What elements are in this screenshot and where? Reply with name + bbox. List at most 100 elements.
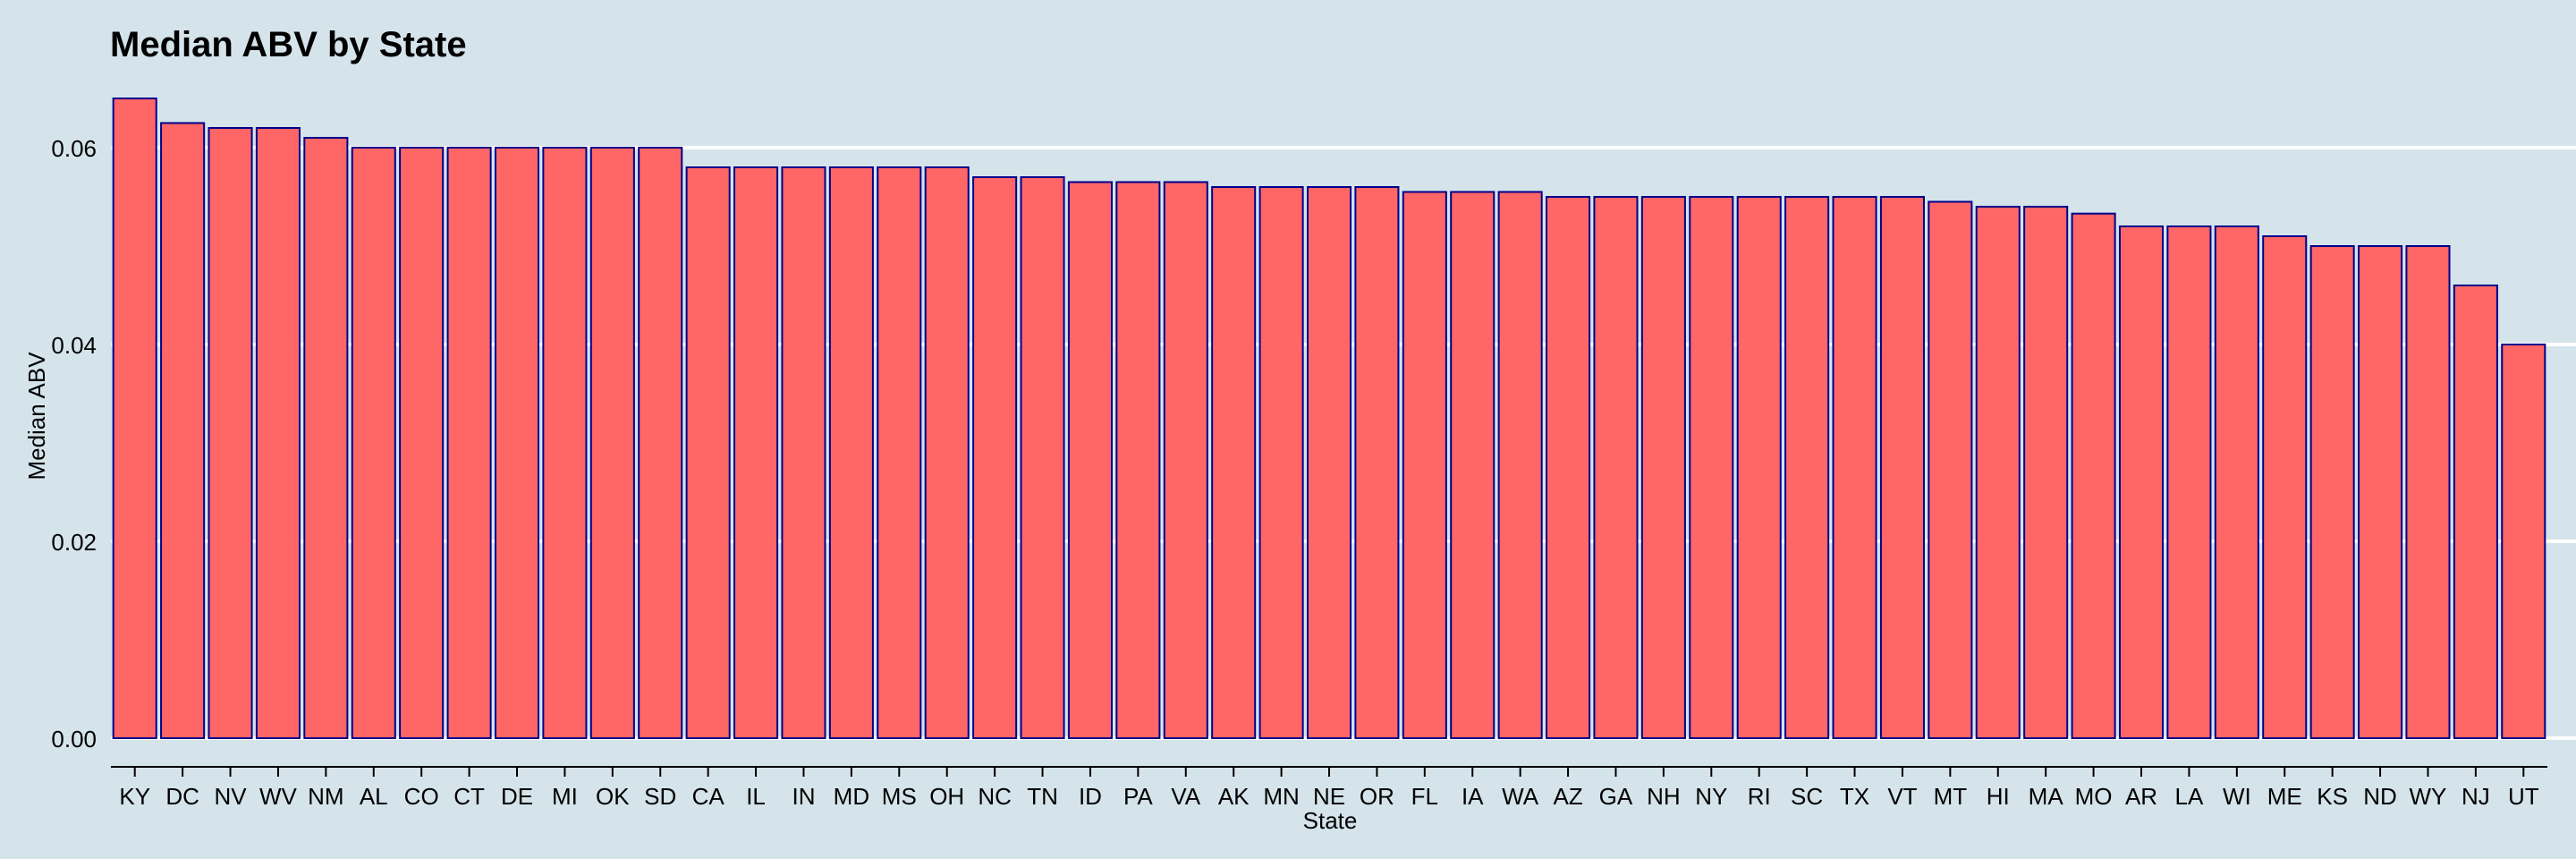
bar-dc: [160, 122, 206, 739]
bar-la: [2166, 225, 2212, 739]
bar-nd: [2358, 245, 2403, 739]
bar-sd: [638, 147, 683, 739]
x-tick-label: TN: [1027, 783, 1058, 810]
bar-nm: [303, 137, 349, 739]
x-tick-label: IN: [792, 783, 815, 810]
bar-ca: [685, 166, 731, 739]
x-tick-label: WY: [2410, 783, 2447, 810]
bar-ne: [1306, 186, 1352, 739]
axes: 0.00 0.02 0.04 0.06 KY DC NV WV NM AL CO CT DE MI OK SD…: [51, 135, 2547, 810]
x-tick-label: MO: [2075, 783, 2113, 810]
x-tick-label: UT: [2508, 783, 2539, 810]
x-tick-label: DE: [501, 783, 533, 810]
bar-fl: [1402, 191, 1447, 739]
y-tick-label: 0.06: [51, 135, 97, 162]
bar-tn: [1020, 176, 1065, 739]
bar-de: [494, 147, 540, 739]
bar-or: [1354, 186, 1400, 739]
x-tick-label: WV: [259, 783, 298, 810]
x-tick-label: NH: [1647, 783, 1681, 810]
bar-ks: [2309, 245, 2355, 739]
x-tick-label: CA: [692, 783, 725, 810]
bar-mo: [2071, 212, 2116, 739]
bar-me: [2262, 235, 2308, 739]
bar-wi: [2214, 225, 2259, 739]
x-tick-label: OR: [1360, 783, 1394, 810]
x-tick-label: AL: [360, 783, 388, 810]
bar-va: [1163, 181, 1208, 739]
x-tick-label: ID: [1079, 783, 1102, 810]
x-tick-label: DC: [165, 783, 199, 810]
x-tick-label: NJ: [2462, 783, 2490, 810]
bar-ma: [2023, 206, 2069, 739]
bar-il: [733, 166, 779, 739]
bar-wv: [255, 127, 301, 739]
bar-hi: [1975, 206, 2021, 739]
x-tick-label: CT: [453, 783, 485, 810]
bar-ny: [1689, 196, 1734, 739]
bar-mt: [1928, 200, 1973, 739]
bar-wy: [2405, 245, 2451, 739]
bar-ri: [1736, 196, 1782, 739]
x-tick-label: NY: [1695, 783, 1727, 810]
bar-nv: [208, 127, 253, 739]
bar-pa: [1115, 181, 1161, 739]
bar-mi: [542, 147, 588, 739]
bar-ut: [2501, 344, 2546, 739]
bar-al: [351, 147, 396, 739]
bar-ar: [2118, 225, 2165, 739]
bar-sc: [1784, 196, 1830, 739]
x-axis-label: State: [1303, 807, 1358, 834]
x-tick-label: NM: [308, 783, 343, 810]
x-tick-label: SC: [1791, 783, 1823, 810]
x-tick-label: SD: [644, 783, 676, 810]
x-tick-label: WI: [2223, 783, 2251, 810]
bar-nc: [972, 176, 1018, 739]
y-tick-label: 0.04: [51, 332, 97, 359]
x-tick-label: RI: [1748, 783, 1771, 810]
bar-az: [1546, 196, 1591, 739]
x-tick-label: NC: [978, 783, 1012, 810]
x-tick-label: AR: [2125, 783, 2157, 810]
x-tick-label: IA: [1462, 783, 1484, 810]
x-tick-label: AK: [1218, 783, 1250, 810]
x-tick-label: OH: [929, 783, 964, 810]
x-tick-label: VA: [1171, 783, 1200, 810]
bar-nh: [1640, 196, 1686, 739]
bar-ct: [446, 147, 492, 739]
bar-id: [1067, 181, 1113, 739]
x-tick-label: FL: [1411, 783, 1438, 810]
x-tick-label: MI: [552, 783, 578, 810]
x-tick-label: PA: [1123, 783, 1153, 810]
x-tick-label: KS: [2317, 783, 2348, 810]
x-tick-label: CO: [404, 783, 439, 810]
y-tick-label: 0.02: [51, 529, 97, 556]
x-tick-label: MS: [882, 783, 917, 810]
x-tick-label: NE: [1313, 783, 1345, 810]
bar-ak: [1211, 186, 1257, 739]
bar-md: [828, 166, 874, 739]
x-tick-label: IL: [746, 783, 766, 810]
bar-ga: [1593, 196, 1639, 739]
x-tick-label: WA: [1502, 783, 1539, 810]
bar-wa: [1497, 191, 1543, 739]
x-tick-label: HI: [1987, 783, 2010, 810]
x-tick-label: KY: [119, 783, 150, 810]
bar-oh: [924, 166, 970, 739]
x-tick-label: LA: [2175, 783, 2204, 810]
x-tick-label: NV: [214, 783, 247, 810]
x-tick-label: MN: [1263, 783, 1299, 810]
bar-tx: [1832, 196, 1877, 739]
x-tick-label: MD: [834, 783, 869, 810]
bars: [112, 98, 2546, 739]
y-tick-label: 0.00: [51, 726, 97, 753]
x-tick-label: TX: [1840, 783, 1869, 810]
bar-nj: [2453, 285, 2498, 739]
x-tick-label: MA: [2029, 783, 2064, 810]
bar-ky: [112, 98, 157, 739]
x-tick-label: ME: [2267, 783, 2302, 810]
y-axis-label: Median ABV: [23, 352, 50, 481]
bar-vt: [1879, 196, 1925, 739]
